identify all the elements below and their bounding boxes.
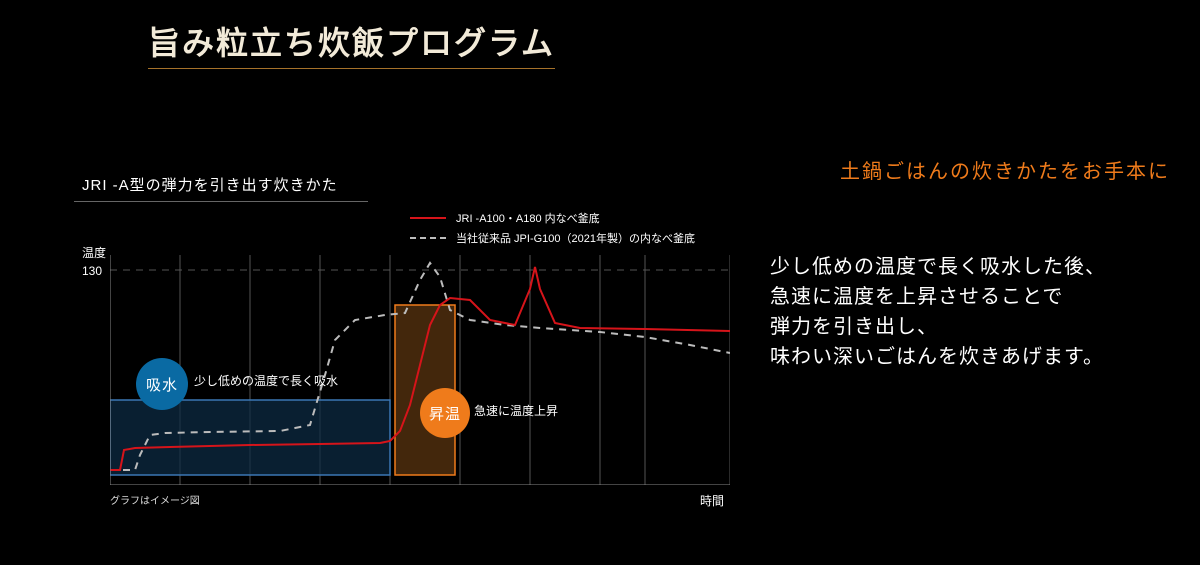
- y-axis-tick-130: 130: [82, 264, 102, 278]
- badge-absorption-caption: 少し低めの温度で長く吸水: [194, 372, 338, 389]
- legend-item-dashed: 当社従来品 JPI-G100（2021年製）の内なべ釜底: [410, 230, 695, 246]
- badge-heating: 昇温: [420, 388, 470, 438]
- body-paragraph: 少し低めの温度で長く吸水した後、 急速に温度を上昇させることで 弾力を引き出し、…: [770, 252, 1106, 372]
- page-title: 旨み粒立ち炊飯プログラム: [148, 18, 555, 69]
- chart-legend: JRI -A100・A180 内なべ釜底 当社従来品 JPI-G100（2021…: [410, 210, 695, 250]
- accent-heading: 土鍋ごはんの炊きかたをお手本に: [840, 155, 1170, 184]
- legend-swatch-dashed: [410, 237, 446, 239]
- x-axis-label: 時間: [700, 492, 724, 509]
- absorption-phase-box: [110, 400, 390, 475]
- legend-label-dashed: 当社従来品 JPI-G100（2021年製）の内なべ釜底: [456, 230, 695, 246]
- badge-heating-caption: 急速に温度上昇: [474, 402, 558, 419]
- legend-item-solid: JRI -A100・A180 内なべ釜底: [410, 210, 695, 226]
- legend-label-solid: JRI -A100・A180 内なべ釜底: [456, 210, 600, 226]
- chart-subtitle: JRI -A型の弾力を引き出す炊きかた: [74, 174, 368, 202]
- badge-absorption: 吸水: [136, 358, 188, 410]
- temperature-chart: [110, 255, 730, 485]
- chart-note: グラフはイメージ図: [110, 492, 200, 507]
- y-axis-label: 温度: [82, 244, 106, 261]
- legend-swatch-solid: [410, 217, 446, 219]
